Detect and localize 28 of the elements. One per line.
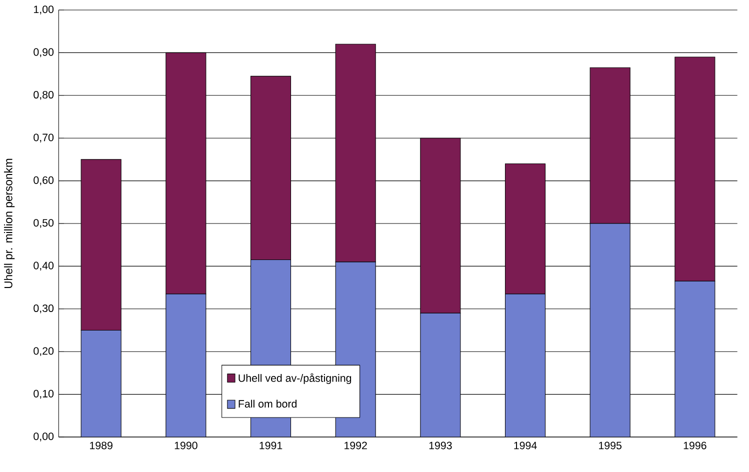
y-tick-label: 0,30: [34, 304, 54, 314]
y-tick-label: 0,20: [34, 347, 54, 356]
y-tick-label: 0,50: [34, 219, 54, 228]
x-tick-label: 1992: [344, 442, 367, 450]
x-tick-label: 1995: [599, 442, 622, 450]
bar: [674, 280, 716, 437]
x-tick-label: 1993: [429, 442, 452, 450]
x-tick-label: 1989: [90, 442, 112, 450]
bar: [420, 312, 461, 437]
x-tick-label: 1996: [684, 442, 706, 450]
y-axis-title: Uhell pr. million personkm: [4, 158, 15, 288]
y-tick-label: 0,60: [34, 176, 54, 186]
legend-label: Fall om bord: [238, 400, 297, 408]
bar: [166, 294, 206, 437]
bar: [590, 223, 630, 437]
bar: [504, 294, 546, 437]
x-tick-label: 1990: [174, 442, 198, 450]
y-tick-label: 0,40: [34, 262, 54, 271]
y-tick-label: 0,70: [34, 134, 54, 142]
legend-label: Uhell ved av-/påstigning: [238, 373, 352, 384]
y-tick-label: 1,00: [34, 6, 54, 14]
y-tick-label: 0,10: [34, 390, 54, 399]
y-tick-label: 0,00: [34, 432, 54, 442]
y-tick-label: 0,90: [34, 48, 54, 58]
x-tick-label: 1994: [514, 442, 537, 450]
x-tick-label: 1991: [260, 442, 282, 450]
y-tick-label: 0,80: [34, 90, 54, 100]
bar: [80, 330, 122, 437]
